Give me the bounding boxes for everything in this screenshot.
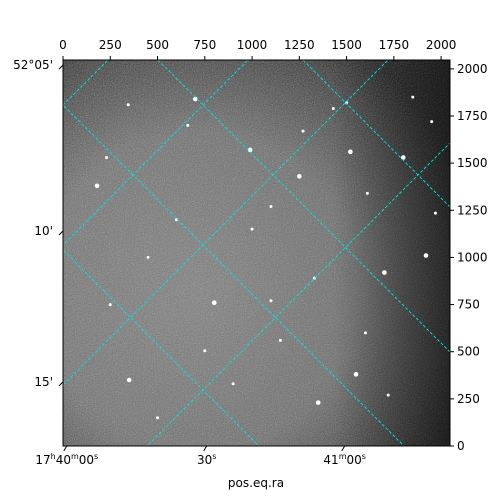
ra-tick-mark [203, 445, 208, 452]
star-source [250, 227, 254, 231]
star-source [411, 95, 415, 99]
grid-line-ra [157, 60, 450, 353]
star-source [126, 377, 132, 383]
star-source [174, 218, 178, 222]
star-source [386, 393, 390, 397]
y-tick-label: 500 [457, 345, 480, 359]
star-source [247, 147, 253, 153]
x-tick-label: 250 [99, 38, 122, 52]
grid-line-ra [63, 249, 260, 446]
star-source [382, 270, 387, 275]
star-source [348, 149, 353, 155]
star-source [278, 338, 282, 342]
ra-tick-mark [341, 445, 346, 452]
star-source [231, 382, 235, 386]
y-tick-label: 0 [457, 439, 465, 453]
x-tick-label: 1250 [284, 38, 315, 52]
star-source [315, 400, 321, 405]
y-tick-label: 1000 [457, 250, 488, 264]
dec-tick-mark [58, 381, 64, 387]
star-source [345, 101, 349, 105]
x-tick-label: 500 [146, 38, 169, 52]
star-source [211, 300, 217, 305]
ra-tick-mark [63, 445, 68, 452]
x-tick-label: 1500 [331, 38, 362, 52]
star-source [269, 205, 273, 209]
y-tick-label: 2000 [457, 62, 488, 76]
ra-tick-label: 41m00s [323, 452, 366, 467]
dec-tick-label: 52°05' [13, 58, 53, 72]
star-source [108, 303, 112, 307]
sky-image [63, 60, 450, 446]
dec-axis: 52°05' 10' 15' [13, 58, 64, 389]
x-axis-label: pos.eq.ra [228, 476, 284, 490]
grid-line-dec [146, 142, 450, 446]
y-tick-label: 250 [457, 392, 480, 406]
pixel-x-axis: 0 250 500 750 1000 1250 1500 1750 2000 [59, 38, 456, 60]
x-tick-label: 2000 [426, 38, 457, 52]
star-source [203, 349, 207, 353]
star-source [297, 174, 302, 179]
star-source [94, 183, 100, 189]
y-tick-label: 1250 [457, 203, 488, 217]
x-tick-label: 750 [193, 38, 216, 52]
star-source [126, 103, 130, 107]
star-source [146, 255, 150, 259]
star-source [269, 299, 273, 303]
ra-tick-label: 30s [197, 452, 216, 467]
dec-tick-label: 15' [34, 375, 53, 389]
star-source [365, 191, 369, 195]
star-source [423, 253, 429, 258]
grid-line-dec [63, 60, 389, 386]
coordinate-grid [63, 60, 450, 446]
grid-line-ra [63, 104, 405, 446]
image-edge-shade [63, 60, 450, 446]
y-tick-label: 1500 [457, 156, 488, 170]
star-source [353, 372, 359, 377]
star-sources [94, 95, 437, 420]
star-source [301, 129, 305, 133]
star-source [430, 120, 434, 124]
star-source [193, 96, 198, 102]
ra-axis: 17h40m00s 30s 41m00s [35, 445, 366, 467]
star-source [331, 106, 335, 110]
star-source [401, 155, 406, 160]
ra-tick-label: 17h40m00s [35, 452, 98, 467]
star-source [104, 155, 108, 159]
dec-tick-mark [58, 64, 64, 70]
y-tick-label: 750 [457, 298, 480, 312]
star-source [363, 331, 367, 335]
star-source [433, 211, 437, 215]
x-tick-label: 0 [59, 38, 67, 52]
dec-tick-mark [58, 230, 64, 236]
star-source [186, 123, 190, 127]
x-tick-label: 1000 [237, 38, 268, 52]
x-tick-label: 1750 [379, 38, 410, 52]
plot-frame [62, 59, 451, 447]
y-tick-label: 1750 [457, 109, 488, 123]
dec-tick-label: 10' [34, 224, 53, 238]
star-source [156, 416, 160, 420]
pixel-y-axis: 0 250 500 750 1000 1250 1500 1750 2000 [450, 62, 488, 453]
